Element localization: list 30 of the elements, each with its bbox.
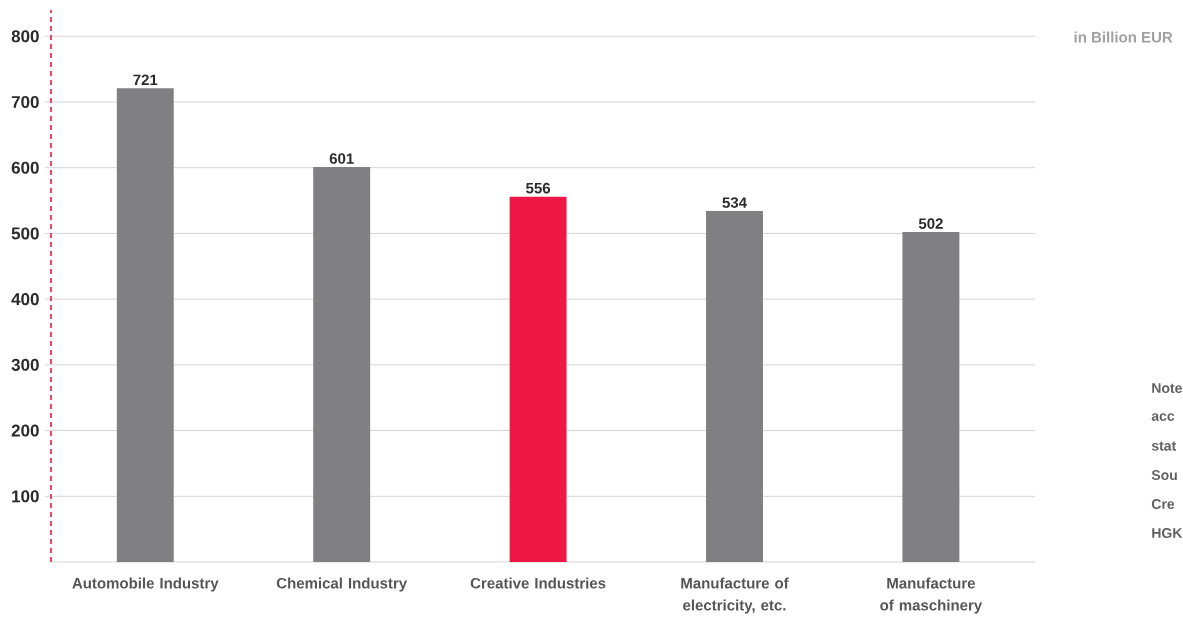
text: stat [1151,441,1177,451]
bar [902,232,960,562]
bar [313,167,371,562]
text: acc [1151,413,1175,421]
y-tick-label: 600 [11,161,39,174]
x-tick-label: Chemical Industry [276,577,408,592]
y-tick-label: 700 [11,95,39,109]
text: Cre [1151,499,1175,509]
text: Note [1152,383,1182,393]
bar [116,88,174,562]
y-tick-label: 200 [11,424,39,437]
y-tick-label: 400 [11,293,39,306]
data-label: 556 [526,182,551,194]
text: HGK [1152,528,1183,538]
data-label: 502 [918,218,943,229]
x-tick-label: Creative Industries [470,577,606,589]
y-tick-label: 100 [12,490,39,503]
bar [509,196,567,562]
x-tick-label: Manufacture of maschinery [880,577,983,614]
bar [706,211,763,562]
text: Sou [1151,470,1177,481]
data-label: 534 [722,197,747,208]
y-axis-title: in Billion EUR [1074,31,1173,43]
x-tick-label: Manufacture of electricity, etc. [681,577,789,614]
x-tick-label: Automobile Industry [72,577,219,592]
y-tick-label: 500 [11,227,39,240]
data-label: 721 [133,74,158,85]
y-tick-label: 300 [11,358,39,371]
data-label: 601 [329,153,354,164]
y-tick-label: 800 [11,30,39,43]
